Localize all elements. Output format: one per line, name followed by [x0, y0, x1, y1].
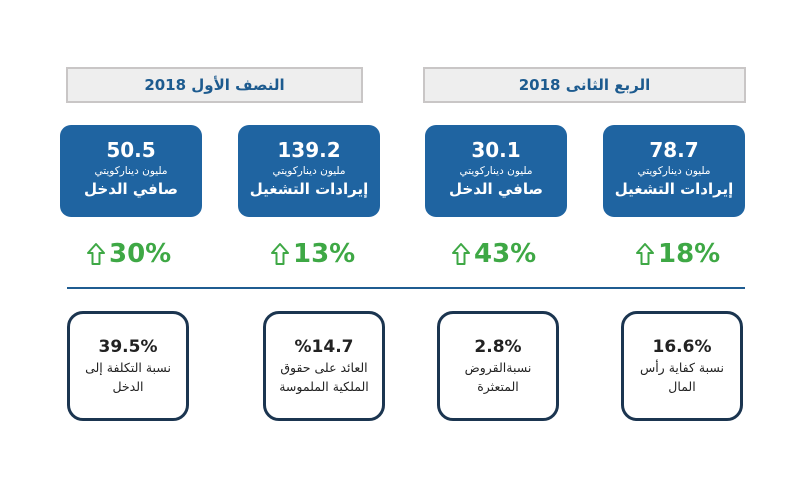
ratio-label-line2: الدخل	[112, 379, 144, 394]
kpi-h1-operating-revenue: 139.2 مليون ديناركويتي إيرادات التشغيل	[238, 125, 380, 217]
kpi-q2-operating-revenue: 78.7 مليون ديناركويتي إيرادات التشغيل	[603, 125, 745, 217]
growth-value: 43%	[474, 239, 537, 269]
ratio-label-line1: نسبة التكلفة إلى	[85, 360, 171, 375]
ratio-label-line2: الملكية الملموسة	[279, 379, 369, 394]
up-arrow-icon	[270, 242, 290, 266]
growth-q2-net-income: 43%	[451, 236, 536, 272]
kpi-q2-net-income: 30.1 مليون ديناركويتي صافي الدخل	[425, 125, 567, 217]
growth-h1-operating-revenue: 13%	[270, 236, 355, 272]
kpi-unit: مليون ديناركويتي	[459, 165, 533, 177]
kpi-unit: مليون ديناركويتي	[637, 165, 711, 177]
ratio-label-line1: العائد على حقوق	[280, 360, 368, 375]
header-h1-2018-label: النصف الأول 2018	[144, 76, 285, 94]
header-h1-2018: النصف الأول 2018	[66, 67, 363, 103]
ratio-cost-to-income: 39.5% نسبة التكلفة إلى الدخل	[67, 311, 189, 421]
kpi-value: 139.2	[277, 138, 341, 162]
ratio-label-line1: نسبةالقروض	[464, 360, 532, 375]
ratio-capital-adequacy: 16.6% نسبة كفاية رأس المال	[621, 311, 743, 421]
header-q2-2018-label: الربع الثانى 2018	[518, 76, 651, 94]
growth-h1-net-income: 30%	[86, 236, 171, 272]
kpi-unit: مليون ديناركويتي	[94, 165, 168, 177]
kpi-label: إيرادات التشغيل	[614, 180, 734, 198]
growth-value: 13%	[293, 239, 356, 269]
kpi-label: صافي الدخل	[84, 180, 178, 198]
kpi-value: 78.7	[649, 138, 699, 162]
growth-value: 18%	[658, 239, 721, 269]
kpi-value: 30.1	[471, 138, 521, 162]
up-arrow-icon	[635, 242, 655, 266]
ratio-value: 39.5%	[98, 337, 158, 357]
ratio-value: 16.6%	[652, 337, 712, 357]
ratio-label-line1: نسبة كفاية رأس	[639, 360, 725, 375]
kpi-label: صافي الدخل	[449, 180, 543, 198]
ratio-label-line2: المتعثرة	[477, 379, 519, 394]
ratio-label-line2: المال	[668, 379, 696, 394]
growth-q2-operating-revenue: 18%	[635, 236, 720, 272]
ratio-value: %14.7	[294, 337, 354, 357]
growth-value: 30%	[109, 239, 172, 269]
header-q2-2018: الربع الثانى 2018	[423, 67, 746, 103]
ratio-npl: 2.8% نسبةالقروض المتعثرة	[437, 311, 559, 421]
section-divider	[67, 287, 745, 289]
ratio-value: 2.8%	[474, 337, 522, 357]
ratio-return-on-tangible-equity: %14.7 العائد على حقوق الملكية الملموسة	[263, 311, 385, 421]
kpi-value: 50.5	[106, 138, 156, 162]
kpi-h1-net-income: 50.5 مليون ديناركويتي صافي الدخل	[60, 125, 202, 217]
kpi-unit: مليون ديناركويتي	[272, 165, 346, 177]
up-arrow-icon	[451, 242, 471, 266]
kpi-label: إيرادات التشغيل	[249, 180, 369, 198]
up-arrow-icon	[86, 242, 106, 266]
